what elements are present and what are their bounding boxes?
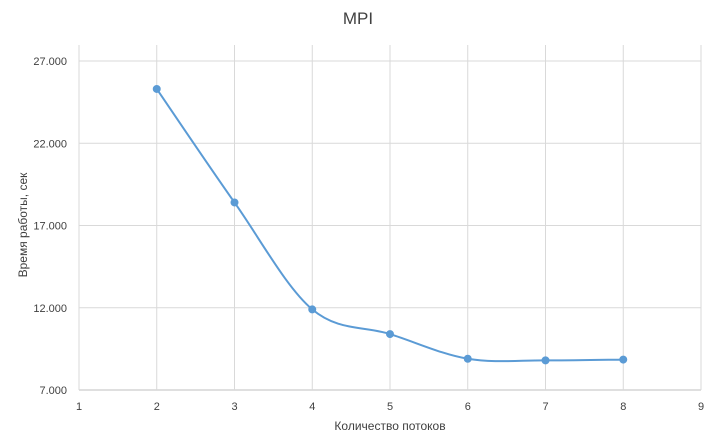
x-tick-label: 7 <box>542 401 548 413</box>
gridlines <box>78 45 702 391</box>
x-tick-label: 4 <box>309 401 315 413</box>
data-point <box>230 198 239 207</box>
y-tick-label: 12.000 <box>33 303 67 315</box>
x-tick-label: 9 <box>698 401 704 413</box>
y-tick-label: 17.000 <box>33 221 67 233</box>
x-tick-label: 3 <box>231 401 237 413</box>
x-axis-label: Количество потоков <box>334 419 445 433</box>
data-point <box>308 305 317 314</box>
data-series <box>152 84 628 365</box>
x-tick-label: 5 <box>387 401 393 413</box>
y-tick-label: 7.000 <box>39 385 67 397</box>
x-tick-label: 6 <box>465 401 471 413</box>
x-tick-label: 8 <box>620 401 626 413</box>
y-tick-label: 27.000 <box>33 56 67 68</box>
y-tick-labels: 7.000 12.000 17.000 22.000 27.000 <box>33 56 67 397</box>
data-point <box>386 330 394 339</box>
data-point <box>541 356 550 365</box>
x-tick-labels: 1 2 3 4 5 6 7 8 9 <box>76 401 704 413</box>
data-point <box>619 355 628 364</box>
chart-title: MPI <box>343 9 373 28</box>
data-point <box>152 84 161 93</box>
x-tick-label: 1 <box>76 401 82 413</box>
y-axis-label: Время работы, сек <box>16 172 30 278</box>
data-point <box>463 354 472 363</box>
y-tick-label: 22.000 <box>33 138 67 150</box>
x-tick-label: 2 <box>154 401 160 413</box>
